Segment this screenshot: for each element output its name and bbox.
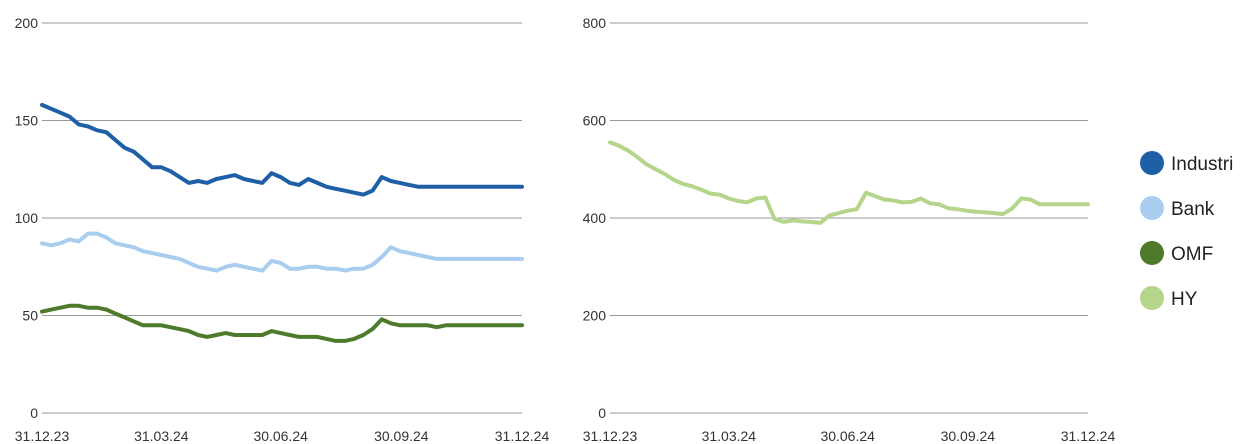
legend-label-industri: Industri (1171, 154, 1233, 175)
y-tick-label: 200 (15, 15, 39, 31)
left-chart-panel: 0 50 100 150 200 31.12.23 31.03.24 30.06.24 30.0… (15, 15, 550, 444)
x-tick-label: 31.12.23 (583, 428, 638, 444)
series-line-bank (40, 231, 524, 273)
y-tick-label: 200 (583, 308, 607, 324)
series-line-hy (608, 140, 1090, 225)
x-tick-label: 31.03.24 (702, 428, 757, 444)
right-chart-panel: 0 200 400 600 800 31.12.23 31.03.24 30.06.24 30.… (583, 15, 1116, 444)
x-tick-label: 30.06.24 (820, 428, 875, 444)
x-tick-label: 31.12.23 (15, 428, 70, 444)
y-tick-label: 400 (583, 210, 607, 226)
legend-label-bank: Bank (1171, 199, 1215, 220)
legend-swatch-industri (1140, 151, 1164, 175)
x-tick-label: 30.06.24 (253, 428, 308, 444)
series-line-omf (40, 303, 524, 343)
legend-label-hy: HY (1171, 289, 1198, 310)
y-tick-label: 100 (15, 210, 39, 226)
x-tick-label: 30.09.24 (941, 428, 996, 444)
x-tick-label: 31.03.24 (134, 428, 189, 444)
chart-legend: Industri Bank OMF HY (1140, 151, 1233, 310)
y-tick-label: 150 (15, 113, 39, 129)
y-tick-label: 0 (30, 405, 38, 421)
y-tick-label: 800 (583, 15, 607, 31)
series-line-industri (40, 102, 524, 197)
legend-swatch-bank (1140, 196, 1164, 220)
x-tick-label: 31.12.24 (495, 428, 550, 444)
legend-swatch-hy (1140, 286, 1164, 310)
x-tick-label: 31.12.24 (1061, 428, 1116, 444)
y-tick-label: 0 (598, 405, 606, 421)
x-tick-label: 30.09.24 (374, 428, 429, 444)
legend-label-omf: OMF (1171, 244, 1213, 265)
y-tick-label: 600 (583, 113, 607, 129)
legend-swatch-omf (1140, 241, 1164, 265)
y-tick-label: 50 (22, 308, 38, 324)
